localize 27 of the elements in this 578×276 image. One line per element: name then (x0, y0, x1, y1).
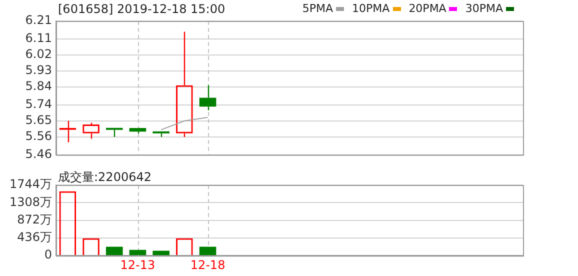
legend-label: 5PMA (302, 2, 334, 15)
y-tick-label: 1308万 (9, 194, 52, 209)
legend-label: 20PMA (408, 2, 446, 15)
candlestick (199, 84, 216, 111)
y-tick-label: 1744万 (9, 177, 52, 192)
bar (152, 250, 170, 256)
y-tick-label: 5.65 (25, 113, 52, 128)
y-tick-label: 0 (44, 248, 52, 262)
y-tick-label: 872万 (17, 212, 52, 226)
y-tick-label: 5.93 (25, 63, 52, 78)
y-tick-label: 6.02 (25, 47, 52, 62)
x-tick-label: 12-13 (120, 258, 156, 272)
y-tick-label: 6.11 (25, 30, 52, 45)
legend-label: 30PMA (465, 2, 503, 15)
bar (129, 250, 146, 256)
bar (106, 246, 123, 256)
bar (199, 246, 216, 256)
y-tick-label: 5.74 (25, 96, 52, 111)
y-tick-label: 5.46 (25, 146, 52, 161)
y-tick-label: 5.56 (25, 129, 52, 144)
chart-title: 成交量:2200642 (58, 169, 152, 186)
x-tick-label: 12-18 (190, 258, 226, 272)
chart-title: [601658] 2019-12-18 15:00 (58, 2, 226, 16)
legend-label: 10PMA (352, 2, 390, 15)
y-tick-label: 6.21 (25, 13, 52, 28)
y-tick-label: 436万 (17, 230, 52, 244)
y-tick-label: 5.84 (25, 79, 52, 94)
